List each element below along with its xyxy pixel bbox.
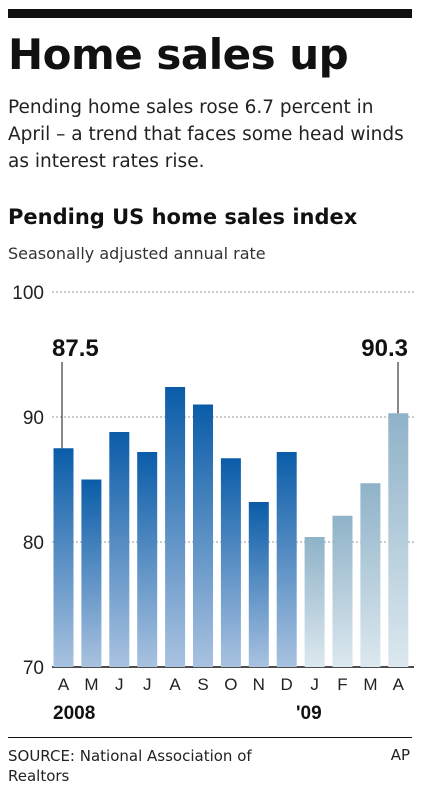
x-tick-label: M: [84, 675, 98, 694]
chart-title: Pending US home sales index: [8, 205, 358, 229]
footer-rule: [8, 737, 412, 738]
x-tick-label: N: [253, 675, 265, 694]
x-tick-label: J: [310, 675, 319, 694]
y-tick-label: 90: [23, 408, 44, 429]
bar: [220, 458, 241, 667]
x-tick-label: A: [169, 675, 181, 694]
bar: [81, 479, 102, 667]
x-tick-label: S: [197, 675, 208, 694]
bar: [165, 387, 186, 667]
x-tick-label: D: [281, 675, 293, 694]
chart-subtitle: Seasonally adjusted annual rate: [8, 244, 266, 263]
x-tick-label: O: [224, 675, 237, 694]
bar: [137, 452, 158, 667]
x-tick-label: M: [363, 675, 377, 694]
bar: [248, 502, 269, 667]
x-tick-label: A: [393, 675, 405, 694]
year-label: 2008: [53, 703, 95, 724]
bar: [109, 432, 130, 667]
x-tick-label: J: [143, 675, 152, 694]
y-tick-label: 80: [23, 533, 44, 554]
top-rule: [8, 9, 412, 18]
bar: [304, 537, 325, 667]
bar: [276, 452, 297, 667]
data-label: 87.5: [52, 335, 99, 362]
bar: [332, 515, 353, 667]
year-label: '09: [296, 703, 322, 724]
data-label: 90.3: [361, 335, 408, 362]
headline: Home sales up: [8, 30, 349, 79]
bar: [388, 413, 409, 667]
bar: [53, 448, 74, 667]
bar: [193, 404, 213, 667]
y-tick-label: 70: [23, 658, 44, 679]
source-note: SOURCE: National Association of Realtors: [8, 747, 252, 785]
dek: Pending home sales rose 6.7 percent in A…: [8, 97, 404, 172]
bar: [360, 483, 381, 667]
x-tick-label: F: [337, 675, 347, 694]
x-tick-label: J: [115, 675, 124, 694]
x-tick-label: A: [58, 675, 70, 694]
credit: AP: [390, 746, 410, 764]
y-tick-label: 100: [12, 283, 44, 304]
